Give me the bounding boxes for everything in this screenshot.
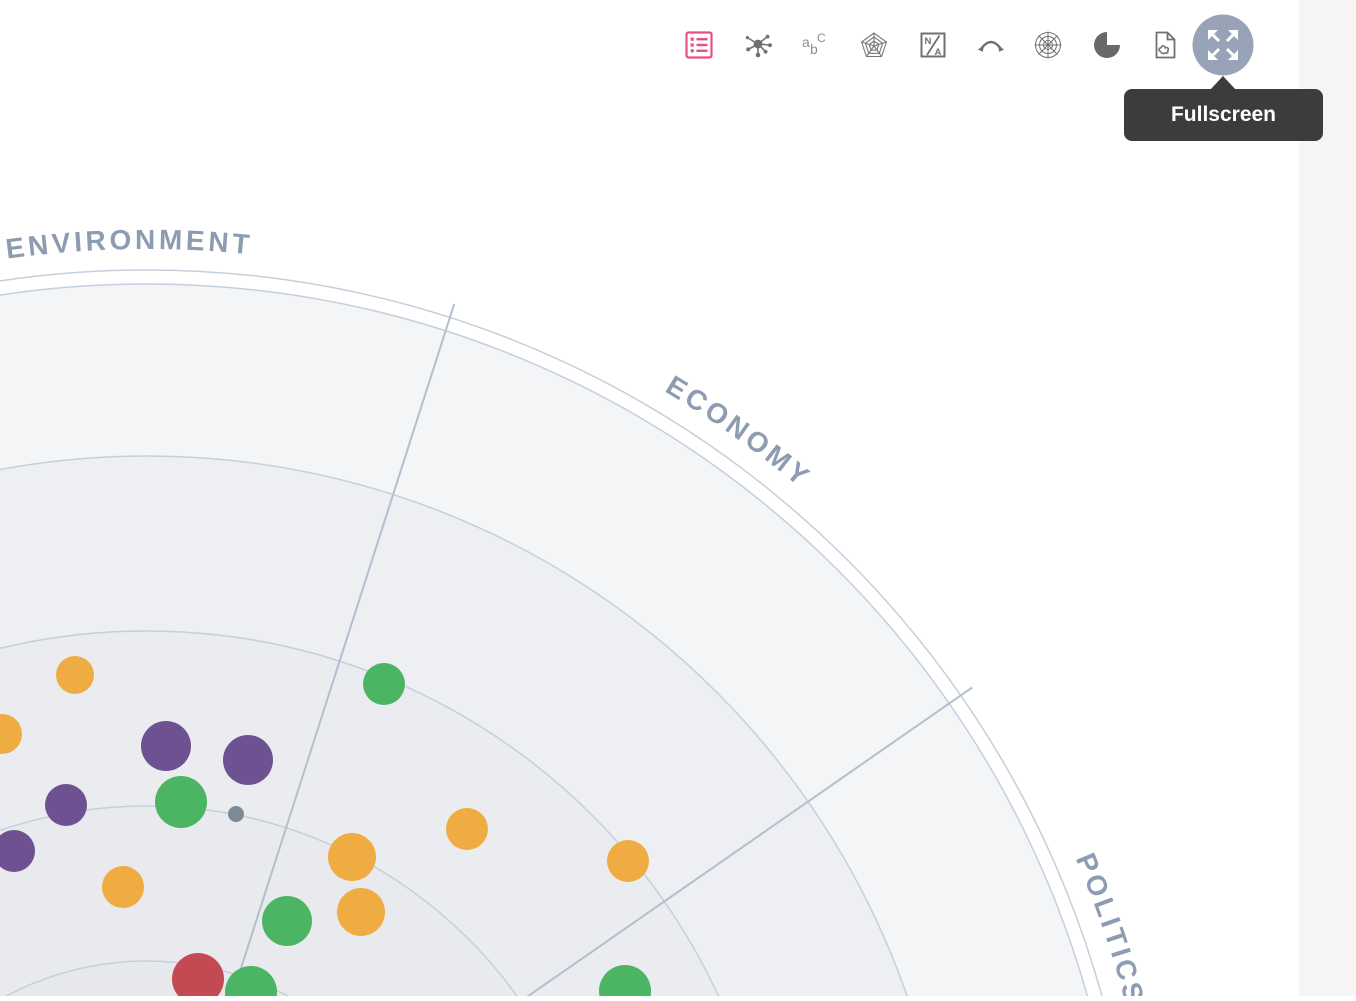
radar-web-view-button[interactable] [1033, 30, 1063, 60]
radar-web-view-icon [1034, 31, 1062, 59]
compare-na-view-icon: N A [920, 32, 946, 58]
bubble[interactable] [223, 735, 273, 785]
network-view-icon [745, 34, 772, 58]
pdf-export-button[interactable] [1150, 30, 1180, 60]
bubble[interactable] [328, 833, 376, 881]
list-view-icon [685, 31, 713, 59]
fullscreen-button[interactable] [1192, 14, 1254, 76]
pie-view-button[interactable] [1092, 30, 1122, 60]
bubble[interactable] [0, 830, 35, 872]
bubble[interactable] [228, 806, 244, 822]
fullscreen-icon [1192, 14, 1254, 76]
radar-ring [0, 805, 522, 1001]
fullscreen-tooltip: Fullscreen [1124, 76, 1323, 141]
svg-text:C: C [817, 31, 826, 45]
bubble[interactable] [599, 965, 651, 1001]
bubble[interactable] [45, 784, 87, 826]
arc-view-icon [977, 40, 1005, 52]
bubble[interactable] [262, 896, 312, 946]
bubble[interactable] [363, 663, 405, 705]
bubble[interactable] [141, 721, 191, 771]
bubble[interactable] [0, 714, 22, 754]
alphabetical-view-icon: a C b [802, 31, 826, 57]
svg-text:A: A [935, 47, 942, 58]
bubble[interactable] [56, 656, 94, 694]
svg-text:N: N [925, 36, 932, 47]
bubble[interactable] [155, 776, 207, 828]
alphabetical-view-button[interactable]: a C b [800, 30, 830, 60]
pentagon-radar-view-icon [860, 32, 888, 58]
bubble[interactable] [225, 966, 277, 1001]
sector-divider [229, 303, 456, 1001]
sector-label: ENVIRONMENT [4, 224, 254, 265]
compare-na-view-button[interactable]: N A [918, 30, 948, 60]
bubble[interactable] [607, 840, 649, 882]
bubble[interactable] [172, 953, 224, 1001]
collapsed-side-panel [1299, 0, 1356, 996]
bubble[interactable] [446, 808, 488, 850]
pdf-export-icon [1155, 31, 1176, 59]
pie-view-icon [1094, 32, 1120, 58]
bubble[interactable] [102, 866, 144, 908]
pentagon-radar-view-button[interactable] [859, 30, 889, 60]
list-view-button[interactable] [684, 30, 714, 60]
tooltip-label: Fullscreen [1170, 103, 1277, 126]
svg-text:a: a [802, 34, 810, 50]
bubble[interactable] [337, 888, 385, 936]
tooltip-arrow [1210, 76, 1236, 90]
svg-text:b: b [810, 41, 818, 57]
sector-divider [519, 686, 973, 1001]
arc-view-button[interactable] [976, 30, 1006, 60]
network-view-button[interactable] [743, 30, 773, 60]
chart-toolbar: a C b N A [0, 0, 1356, 90]
